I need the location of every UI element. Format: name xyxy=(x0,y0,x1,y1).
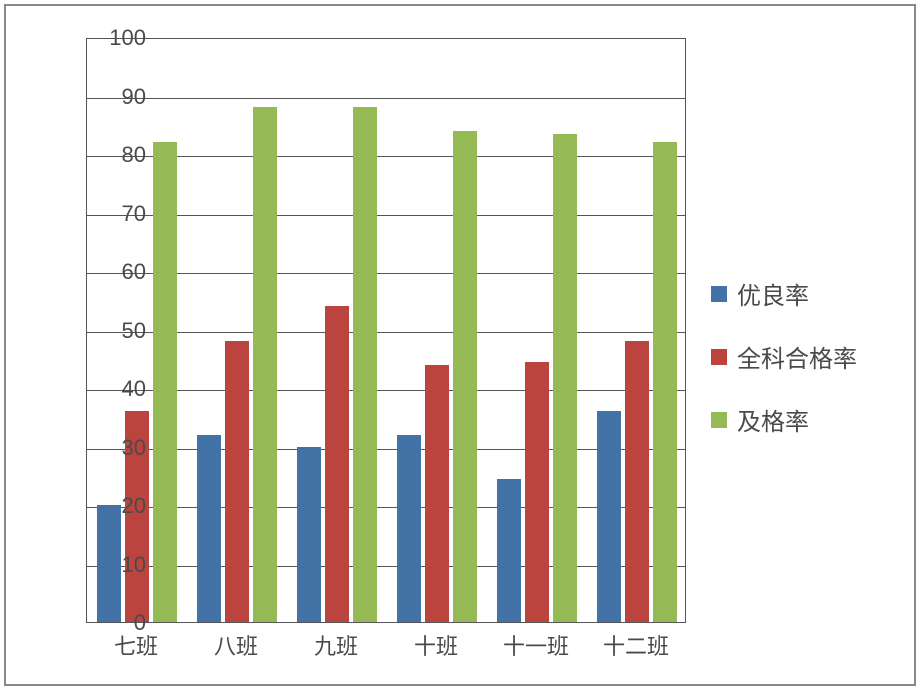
legend-item: 优良率 xyxy=(711,276,901,311)
bar xyxy=(397,435,421,622)
bar xyxy=(425,365,449,622)
bar xyxy=(453,131,477,622)
bar xyxy=(197,435,221,622)
ytick-label: 90 xyxy=(96,84,146,110)
legend-swatch xyxy=(711,412,727,428)
legend-swatch xyxy=(711,286,727,302)
ytick-label: 40 xyxy=(96,376,146,402)
bar xyxy=(325,306,349,622)
plot-area xyxy=(86,38,686,623)
ytick-label: 50 xyxy=(96,318,146,344)
ytick-label: 100 xyxy=(96,25,146,51)
bar xyxy=(653,142,677,622)
ytick-label: 20 xyxy=(96,493,146,519)
bar xyxy=(597,411,621,622)
xtick-label: 十一班 xyxy=(503,629,569,661)
legend-item: 全科合格率 xyxy=(711,339,901,374)
xtick-label: 十二班 xyxy=(603,629,669,661)
chart-container: 0102030405060708090100七班八班九班十班十一班十二班 xyxy=(26,26,691,666)
ytick-label: 80 xyxy=(96,142,146,168)
ytick-label: 10 xyxy=(96,552,146,578)
legend-label: 优良率 xyxy=(737,276,809,311)
xtick-label: 九班 xyxy=(314,629,358,661)
legend: 优良率全科合格率及格率 xyxy=(711,276,901,465)
legend-item: 及格率 xyxy=(711,402,901,437)
bar xyxy=(253,107,277,622)
ytick-label: 70 xyxy=(96,201,146,227)
gridline xyxy=(87,98,685,99)
bar xyxy=(525,362,549,622)
legend-label: 及格率 xyxy=(737,402,809,437)
ytick-label: 30 xyxy=(96,435,146,461)
xtick-label: 七班 xyxy=(114,629,158,661)
bar xyxy=(553,134,577,622)
bar xyxy=(225,341,249,622)
xtick-label: 十班 xyxy=(414,629,458,661)
bar xyxy=(353,107,377,622)
chart-frame: 0102030405060708090100七班八班九班十班十一班十二班 优良率… xyxy=(4,4,916,686)
bar xyxy=(625,341,649,622)
bar xyxy=(153,142,177,622)
bar xyxy=(297,447,321,623)
bar xyxy=(497,479,521,622)
ytick-label: 60 xyxy=(96,259,146,285)
legend-swatch xyxy=(711,349,727,365)
xtick-label: 八班 xyxy=(214,629,258,661)
legend-label: 全科合格率 xyxy=(737,339,857,374)
